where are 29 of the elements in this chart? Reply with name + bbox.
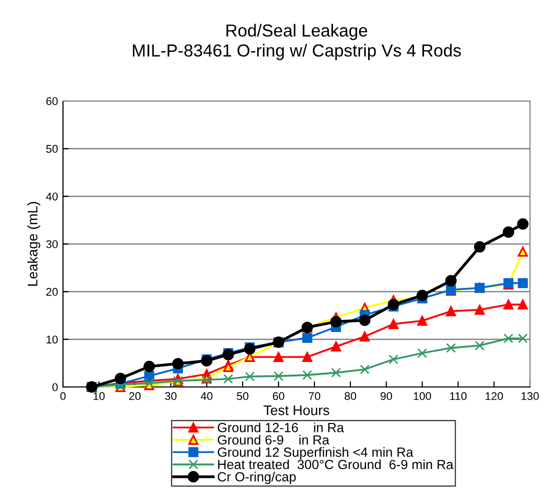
legend-label: Ground 12-16 in Ra (218, 422, 344, 432)
x-tick-label: 130 (522, 392, 539, 400)
legend-label: Ground 12 Superfinish <4 min Ra (218, 447, 414, 460)
legend-label: Heat treated 300°C Ground 6-9 min Ra (218, 459, 454, 470)
y-tick-label: 30 (46, 240, 58, 248)
x-tick-label: 10 (94, 392, 105, 400)
x-tick-label: 0 (60, 392, 66, 400)
legend-label: Ground 6-9 in Ra (218, 434, 330, 445)
y-tick-label: 10 (46, 336, 58, 344)
x-tick-label: 20 (129, 392, 141, 400)
x-tick-label: 70 (308, 392, 320, 400)
x-tick-label: 50 (236, 392, 248, 400)
y-tick-label: 40 (46, 192, 58, 200)
y-tick-label: 60 (46, 97, 58, 106)
x-tick-label: 100 (414, 392, 432, 400)
x-tick-label: 40 (200, 392, 212, 400)
y-tick-label: 0 (52, 383, 58, 392)
x-tick-label: 120 (486, 392, 503, 400)
x-tick-label: 90 (380, 392, 392, 400)
y-axis-title: Leakage (mL) (27, 202, 40, 286)
chart-title: Rod/Seal Leakage MIL-P-83461 O-ring w/ Capstrip Vs 4 Rods (132, 24, 461, 60)
x-axis-title: Test Hours (264, 406, 330, 416)
x-tick-label: 60 (272, 392, 284, 400)
x-tick-label: 80 (344, 392, 356, 400)
y-tick-label: 50 (46, 144, 58, 153)
y-tick-label: 20 (46, 288, 58, 296)
legend-label: Cr O-ring/cap (218, 472, 296, 484)
x-tick-label: 30 (165, 392, 177, 400)
x-tick-label: 110 (450, 392, 467, 400)
